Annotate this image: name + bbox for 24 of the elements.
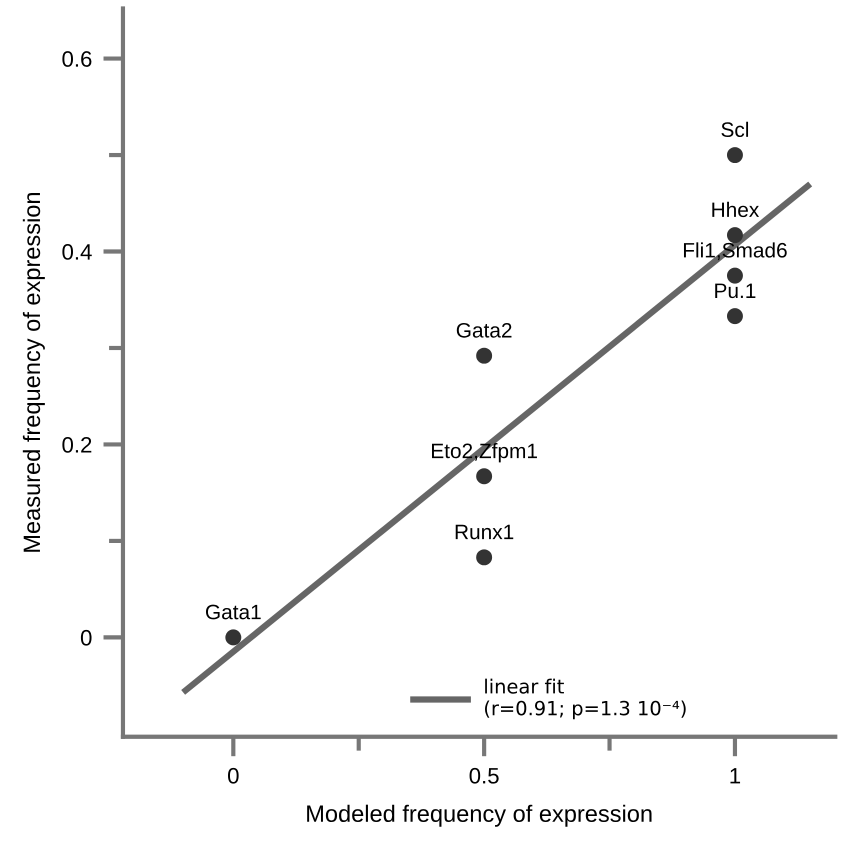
point bbox=[726, 227, 743, 244]
point bbox=[726, 147, 743, 164]
point bbox=[476, 468, 492, 484]
annotation: Pu.1 bbox=[715, 284, 756, 298]
y-tick-label: 0 bbox=[80, 630, 92, 646]
x-tick-label: 0 bbox=[228, 768, 239, 784]
annotation: Hhex bbox=[712, 202, 760, 218]
y-tick-label: 0.4 bbox=[62, 244, 92, 260]
x-tick-label: 1 bbox=[730, 768, 740, 784]
annotation: Scl bbox=[721, 122, 748, 138]
y-tick-label: 0.6 bbox=[62, 51, 92, 67]
point bbox=[225, 629, 242, 646]
y-axis-title: Measured frequency of expression bbox=[22, 192, 45, 552]
y-tick-label: 0.2 bbox=[62, 436, 92, 453]
point bbox=[726, 308, 743, 324]
annotation: Gata1 bbox=[206, 604, 261, 620]
point bbox=[476, 348, 492, 364]
annotation: Runx1 bbox=[456, 524, 514, 540]
x-tick-label: 0.5 bbox=[470, 768, 499, 784]
point bbox=[726, 268, 743, 284]
point bbox=[476, 549, 492, 566]
x-axis-title: Modeled frequency of expression bbox=[307, 804, 652, 827]
legend-label: linear fit (r=0.91; p=1.3 10⁻⁴) bbox=[485, 678, 686, 720]
annotation: Gata2 bbox=[456, 322, 512, 338]
